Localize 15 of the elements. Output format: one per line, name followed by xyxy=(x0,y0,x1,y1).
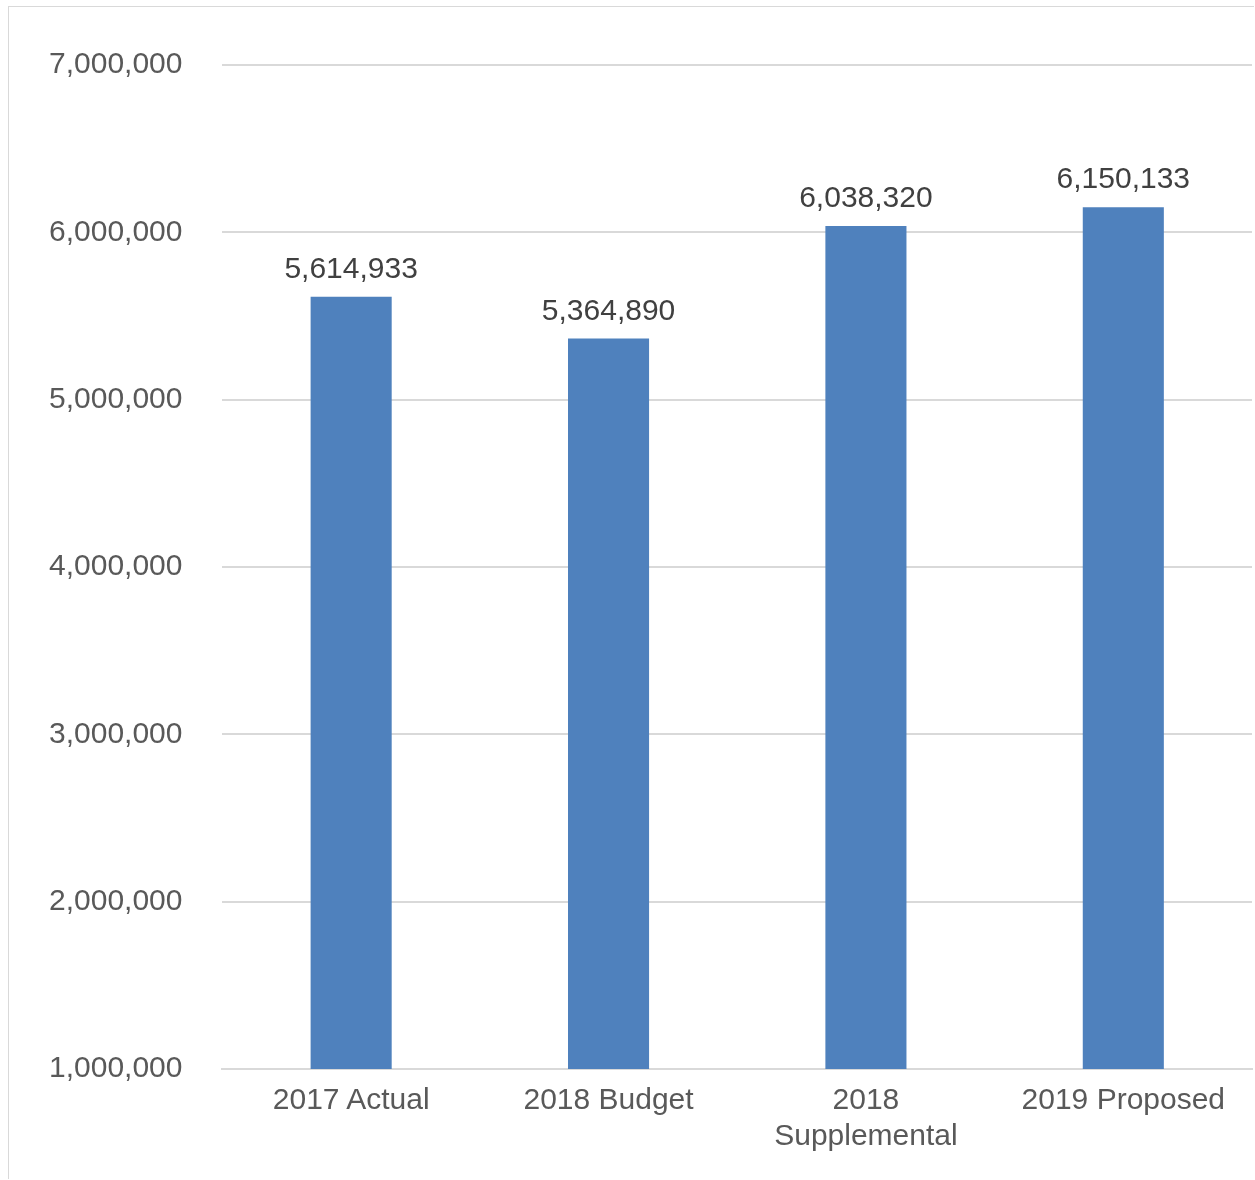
data-label: 6,150,133 xyxy=(1056,161,1191,195)
y-tick-label: 7,000,000 xyxy=(48,46,183,80)
y-tick-label: 2,000,000 xyxy=(48,882,183,916)
x-tick-label: 2018 Budget xyxy=(523,1082,695,1116)
y-tick-label: 4,000,000 xyxy=(48,548,183,582)
x-tick-label: 2018 Supplemental xyxy=(774,1082,958,1152)
y-tick-label: 5,000,000 xyxy=(48,380,183,414)
data-label: 5,364,890 xyxy=(541,292,676,326)
y-tick-label: 3,000,000 xyxy=(48,715,183,749)
x-tick-label: 2019 Proposed xyxy=(1021,1082,1226,1116)
data-label: 5,614,933 xyxy=(284,251,418,285)
y-tick-label: 1,000,000 xyxy=(48,1050,183,1084)
x-tick-label: 2017 Actual xyxy=(272,1082,430,1116)
y-tick-label: 6,000,000 xyxy=(48,213,183,247)
data-label: 6,038,320 xyxy=(799,180,933,214)
